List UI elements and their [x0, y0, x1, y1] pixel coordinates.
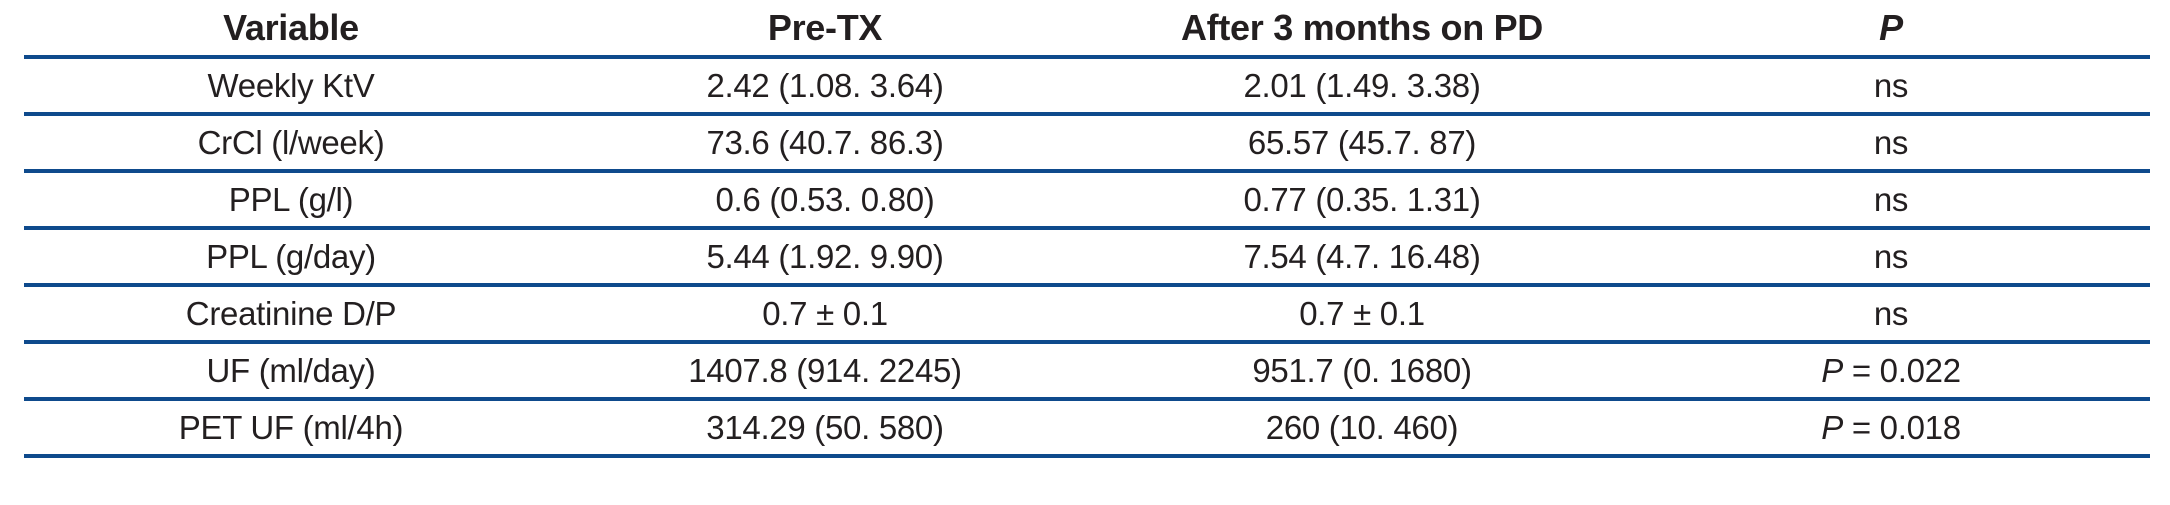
- cell-variable: Creatinine D/P: [185, 294, 397, 332]
- table-row: Creatinine D/P 0.7 ± 0.1 0.7 ± 0.1 ns: [24, 285, 2150, 342]
- cell-pre-tx: 5.44 (1.92. 9.90): [706, 237, 944, 275]
- p-value-text: ns: [1873, 66, 1909, 104]
- cell-p-value: ns: [1632, 171, 2150, 228]
- p-value-text: ns: [1873, 180, 1909, 218]
- header-row: Variable Pre-TX After 3 months on PD P: [24, 0, 2150, 57]
- p-value-text: = 0.018: [1842, 408, 1961, 446]
- cell-after: 260 (10. 460): [1265, 408, 1459, 446]
- cell-p-value: P = 0.022: [1632, 342, 2150, 399]
- cell-variable: CrCl (l/week): [197, 123, 385, 161]
- p-symbol: P: [1821, 408, 1843, 446]
- cell-p-value: ns: [1632, 57, 2150, 114]
- table-header: Variable Pre-TX After 3 months on PD P: [24, 0, 2150, 57]
- cell-variable: PPL (g/l): [228, 180, 354, 218]
- table-row: Weekly KtV 2.42 (1.08. 3.64) 2.01 (1.49.…: [24, 57, 2150, 114]
- table-row: PPL (g/day) 5.44 (1.92. 9.90) 7.54 (4.7.…: [24, 228, 2150, 285]
- cell-variable: Weekly KtV: [207, 66, 375, 104]
- cell-variable: PPL (g/day): [206, 237, 376, 275]
- cell-p-value: P = 0.018: [1632, 399, 2150, 456]
- p-value-text: ns: [1873, 294, 1909, 332]
- cell-pre-tx: 0.6 (0.53. 0.80): [715, 180, 935, 218]
- p-symbol: P: [1821, 351, 1843, 389]
- cell-after: 7.54 (4.7. 16.48): [1243, 237, 1481, 275]
- cell-after: 0.77 (0.35. 1.31): [1243, 180, 1481, 218]
- cell-pre-tx: 0.7 ± 0.1: [762, 294, 888, 332]
- cell-p-value: ns: [1632, 228, 2150, 285]
- cell-pre-tx: 1407.8 (914. 2245): [688, 351, 962, 389]
- cell-variable: PET UF (ml/4h): [178, 408, 404, 446]
- cell-pre-tx: 314.29 (50. 580): [706, 408, 944, 446]
- p-value-text: ns: [1873, 123, 1909, 161]
- paper-table-container: Variable Pre-TX After 3 months on PD P W…: [24, 0, 2150, 458]
- column-header-variable: Variable: [223, 6, 359, 48]
- cell-after: 0.7 ± 0.1: [1299, 294, 1425, 332]
- results-table: Variable Pre-TX After 3 months on PD P W…: [24, 0, 2150, 458]
- cell-variable: UF (ml/day): [206, 351, 376, 389]
- column-header-p-value: P: [1879, 6, 1903, 48]
- cell-after: 65.57 (45.7. 87): [1247, 123, 1477, 161]
- cell-after: 2.01 (1.49. 3.38): [1243, 66, 1481, 104]
- p-value-text: ns: [1873, 237, 1909, 275]
- cell-pre-tx: 73.6 (40.7. 86.3): [706, 123, 944, 161]
- table-row: PPL (g/l) 0.6 (0.53. 0.80) 0.77 (0.35. 1…: [24, 171, 2150, 228]
- column-header-after-3-months: After 3 months on PD: [1180, 6, 1544, 48]
- cell-after: 951.7 (0. 1680): [1252, 351, 1472, 389]
- table-row: PET UF (ml/4h) 314.29 (50. 580) 260 (10.…: [24, 399, 2150, 456]
- cell-pre-tx: 2.42 (1.08. 3.64): [706, 66, 944, 104]
- table-row: CrCl (l/week) 73.6 (40.7. 86.3) 65.57 (4…: [24, 114, 2150, 171]
- table-row: UF (ml/day) 1407.8 (914. 2245) 951.7 (0.…: [24, 342, 2150, 399]
- table-body: Weekly KtV 2.42 (1.08. 3.64) 2.01 (1.49.…: [24, 57, 2150, 456]
- p-value-text: = 0.022: [1842, 351, 1961, 389]
- column-header-pre-tx: Pre-TX: [767, 6, 883, 48]
- cell-p-value: ns: [1632, 285, 2150, 342]
- cell-p-value: ns: [1632, 114, 2150, 171]
